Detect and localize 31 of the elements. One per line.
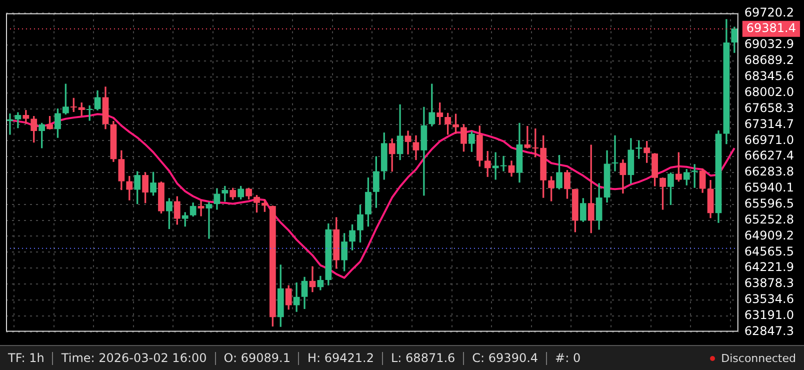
y-tick-label: 66971.0 — [744, 132, 794, 147]
y-tick-label: 65252.8 — [744, 212, 794, 226]
y-tick-label: 68002.0 — [744, 84, 794, 99]
text: Disconnected — [721, 352, 796, 364]
y-tick-label: 67658.3 — [744, 100, 794, 115]
y-tick-label: 63534.6 — [744, 292, 794, 306]
candlestick — [636, 140, 642, 159]
text: C: 69390.4 — [472, 351, 538, 365]
y-tick-label: 62847.3 — [744, 324, 794, 338]
y-tick-label: 67314.7 — [744, 116, 794, 131]
ref-line-label: 69381.4 — [746, 21, 796, 36]
text: #: 0 — [555, 351, 581, 365]
y-tick-label: 68345.6 — [744, 69, 794, 84]
y-tick-label: 64565.5 — [744, 244, 794, 258]
y-tick-label: 65596.5 — [744, 196, 794, 210]
y-tick-label: 68689.2 — [744, 53, 794, 68]
text: Time: 2026-03-02 16:00 — [61, 351, 207, 365]
y-tick-label: 64909.2 — [744, 228, 794, 242]
candlestick — [691, 164, 698, 188]
y-tick-label: 65940.1 — [744, 180, 794, 195]
y-tick-label: 64221.9 — [744, 260, 794, 274]
text: L: 68871.6 — [391, 351, 456, 365]
y-tick-label: 69720.2 — [744, 5, 794, 20]
text: O: 69089.1 — [224, 351, 290, 365]
text: H: 69421.2 — [307, 351, 374, 365]
y-tick-label: 63191.0 — [744, 308, 794, 322]
y-tick-label: 66627.4 — [744, 148, 794, 163]
y-tick-label: 63878.3 — [744, 276, 794, 290]
y-tick-label: 69032.9 — [744, 37, 794, 52]
y-tick-label: 66283.8 — [744, 164, 794, 179]
text: TF: 1h — [8, 351, 44, 365]
